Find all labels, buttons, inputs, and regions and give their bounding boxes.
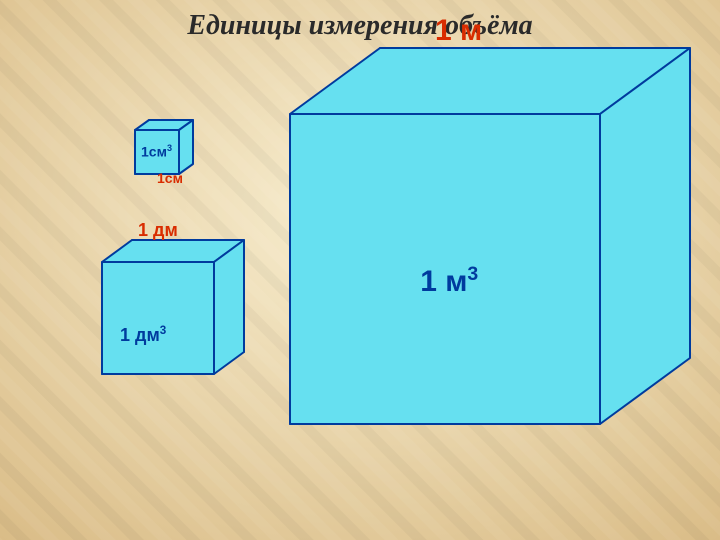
- cube-m: [288, 46, 692, 426]
- label-dm-volume: 1 дм3: [120, 324, 166, 346]
- label-m-edge: 1 м: [435, 14, 482, 48]
- label-cm-volume: 1см3: [141, 143, 172, 160]
- title: Единицы измерения объёма: [0, 10, 720, 42]
- stage: Единицы измерения объёма 1см3 1см 1 дм 1…: [0, 0, 720, 540]
- label-cm-edge: 1см: [157, 170, 183, 186]
- label-m-volume: 1 м3: [420, 263, 478, 299]
- label-dm-edge: 1 дм: [138, 220, 178, 241]
- cube-dm: [100, 238, 246, 376]
